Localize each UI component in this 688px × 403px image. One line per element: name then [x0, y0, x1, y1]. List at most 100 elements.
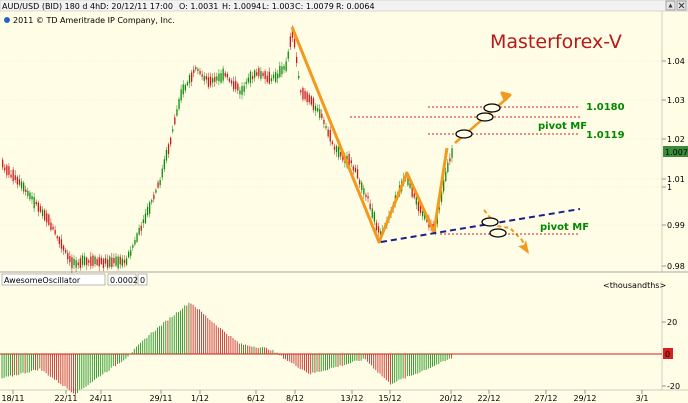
candle-body	[258, 68, 260, 77]
candle-body	[304, 90, 306, 100]
range-readout: R: 0.0064	[336, 2, 375, 11]
candle-body	[230, 80, 233, 84]
candle-body	[195, 67, 197, 70]
candle-body	[184, 84, 186, 91]
candle-body	[130, 250, 132, 256]
candle-body	[371, 208, 373, 218]
candle-body	[88, 260, 90, 263]
date-tick-label: 27/12	[534, 394, 557, 403]
candle-body	[296, 56, 298, 63]
trendline	[380, 208, 581, 243]
candle-body	[281, 66, 283, 75]
copyright-text: 2011 © TD Ameritrade IP Company, Inc.	[13, 16, 175, 25]
date-readout: D: 20/12/11 17:00	[100, 2, 173, 11]
candle-body	[308, 94, 310, 103]
date-tick-label: 22/11	[54, 394, 77, 403]
level-label-lower: 1.0119	[586, 130, 625, 141]
candle-body	[233, 81, 235, 90]
date-tick-label: 22/12	[477, 394, 500, 403]
candle-body	[81, 255, 84, 265]
candle-body	[52, 226, 54, 230]
current-price-text: 1.0079	[665, 148, 688, 157]
date-tick-label: 29/12	[573, 394, 596, 403]
candle-body	[279, 65, 281, 78]
low-readout: L: 1.003	[262, 2, 295, 11]
level-label-upper: 1.0180	[586, 102, 625, 113]
candle-body	[50, 222, 52, 230]
candle-body	[245, 81, 247, 84]
candle-body	[119, 256, 121, 265]
close-icon[interactable]	[676, 0, 687, 11]
candle-body	[422, 211, 424, 217]
close-readout: C: 1.0079	[295, 2, 334, 11]
masterforex-title: Masterforex-V	[490, 31, 622, 53]
candle-body	[71, 257, 73, 269]
candle-body	[291, 27, 294, 38]
candle-body	[2, 159, 4, 168]
candle-body	[4, 167, 6, 171]
candle-body	[266, 75, 268, 82]
candle-body	[443, 180, 445, 192]
candle-body	[352, 166, 354, 171]
candle-body	[6, 165, 8, 176]
symbol-label: AUD/USD (BID) 180 d 4h	[2, 2, 100, 11]
wave-line	[290, 26, 449, 244]
candle-body	[33, 197, 35, 209]
candle-body	[62, 245, 65, 251]
candle-body	[237, 83, 239, 91]
candle-body	[10, 174, 12, 178]
oscillator-zero-badge-text: 0	[665, 350, 670, 359]
candle-body	[65, 250, 67, 253]
candle-body	[373, 212, 375, 222]
candle-body	[201, 74, 203, 77]
candle-body	[14, 175, 16, 181]
candle-body	[155, 189, 157, 193]
candle-body	[348, 154, 350, 166]
candle-body	[323, 119, 325, 124]
candle-body	[354, 167, 357, 172]
candle-body	[287, 51, 289, 59]
candle-body	[438, 207, 441, 210]
candle-body	[243, 85, 245, 92]
high-readout: H: 1.0094	[222, 2, 261, 11]
candle-body	[125, 258, 128, 265]
open-readout: O: 1.0031	[179, 2, 218, 11]
candle-body	[319, 109, 321, 118]
candle-body	[212, 78, 214, 83]
candle-body	[44, 210, 46, 221]
candle-body	[86, 257, 88, 265]
candle-body	[325, 126, 327, 129]
candle-body	[83, 256, 86, 265]
candle-body	[123, 259, 126, 264]
target-marker-lower	[481, 217, 507, 238]
candle-body	[191, 72, 193, 82]
candle-body	[361, 182, 363, 190]
candle-body	[426, 219, 428, 222]
price-tick-label: 0.99	[667, 221, 685, 230]
date-tick-label: 3/1	[636, 394, 649, 403]
candle-body	[413, 193, 415, 198]
candle-body	[165, 149, 168, 161]
date-tick-label: 1/12	[191, 394, 209, 403]
collapse-icon[interactable]	[665, 0, 676, 11]
oscillator-tick-label: -20	[667, 382, 680, 391]
candle-body	[199, 70, 201, 75]
candle-body	[350, 160, 352, 164]
wave-up-arrowhead	[500, 91, 512, 102]
candle-body	[159, 179, 161, 186]
candle-body	[109, 256, 111, 267]
candle-body	[365, 194, 367, 197]
candle-body	[367, 196, 369, 199]
price-tick-label: 1.03	[667, 96, 685, 105]
candle-body	[298, 75, 300, 79]
candle-body	[447, 162, 449, 173]
candle-body	[60, 239, 63, 249]
candle-body	[111, 257, 113, 267]
candle-body	[338, 147, 340, 158]
candle-body	[302, 87, 304, 100]
candle-body	[369, 203, 371, 210]
candle-body	[275, 72, 277, 83]
candle-body	[140, 225, 142, 231]
candle-body	[73, 258, 75, 266]
